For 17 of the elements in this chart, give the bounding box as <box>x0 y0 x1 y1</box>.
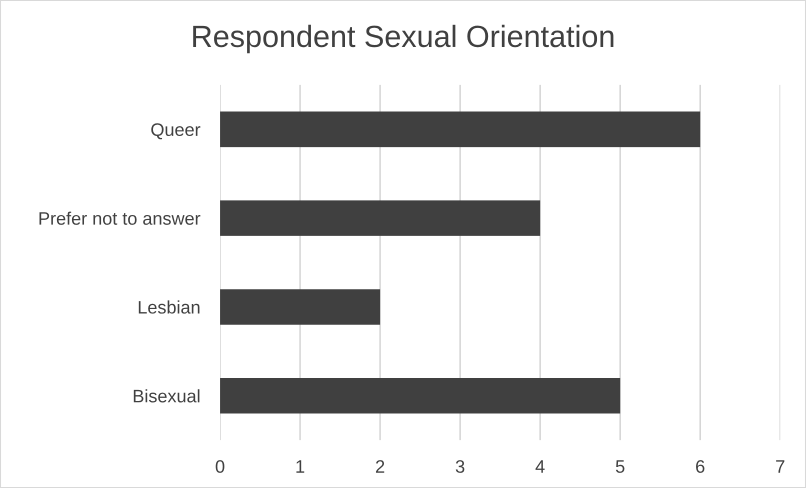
y-tick-label: Bisexual <box>134 389 200 402</box>
x-tick-label: 7 <box>776 460 784 473</box>
x-tick-label: 6 <box>696 460 704 473</box>
bar <box>220 112 700 148</box>
x-tick-label: 3 <box>456 460 464 473</box>
bar <box>220 289 380 325</box>
y-tick-label: Queer <box>151 123 200 140</box>
x-tick-label: 0 <box>216 460 224 473</box>
chart-title: Respondent Sexual Orientation <box>193 24 614 54</box>
x-tick-label: 2 <box>376 460 384 473</box>
bar <box>220 378 620 414</box>
x-tick-label: 1 <box>296 460 304 473</box>
x-tick-label: 5 <box>616 460 624 473</box>
x-tick-label: 4 <box>536 460 545 473</box>
bar <box>220 200 540 236</box>
y-tick-label: Lesbian <box>138 300 200 314</box>
y-tick-label: Prefer not to answer <box>40 212 200 225</box>
